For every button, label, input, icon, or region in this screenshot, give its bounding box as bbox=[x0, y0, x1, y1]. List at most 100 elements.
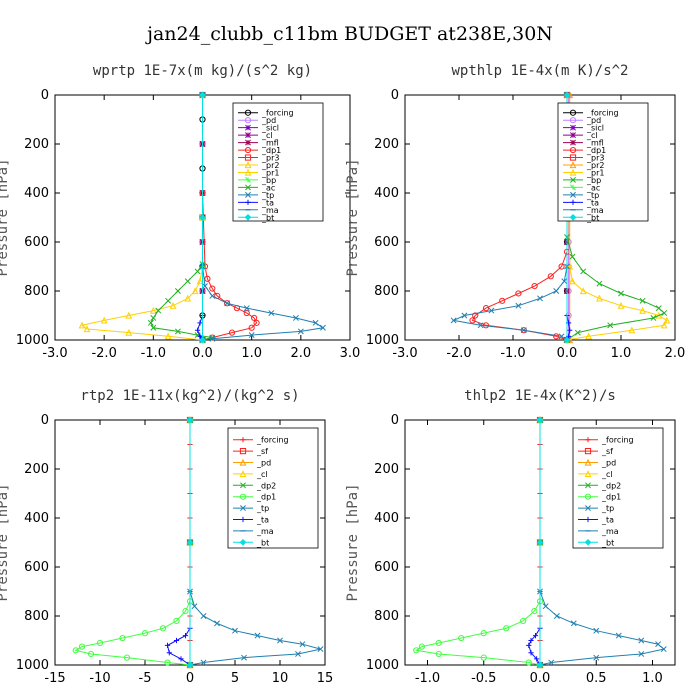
data-point bbox=[191, 287, 199, 295]
chart-panel: rtp2 1E-11x(kg^2)/(kg^2 s) Pressure [hPa]… bbox=[0, 388, 333, 686]
legend: _forcing _sf _pd _cl _dp2 _dp1 _tp _ta _ma _bt bbox=[227, 427, 319, 549]
legend-entry: _ac bbox=[586, 183, 600, 192]
legend-entry: _ta bbox=[601, 516, 614, 525]
legend-entry: _cl bbox=[601, 470, 613, 479]
legend-entry: _bt bbox=[601, 538, 614, 547]
data-point bbox=[164, 332, 172, 340]
data-point bbox=[173, 617, 180, 625]
legend-marker bbox=[584, 448, 592, 455]
legend-marker bbox=[584, 458, 592, 466]
legend-entry: _ma bbox=[586, 206, 604, 215]
data-point bbox=[593, 627, 600, 634]
y-tick-label: 200 bbox=[374, 462, 399, 477]
data-point bbox=[87, 650, 95, 658]
figure-title: jan24_clubb_c11bm BUDGET at238E,30N bbox=[145, 23, 553, 45]
data-point bbox=[536, 416, 544, 424]
x-tick-label: 10 bbox=[272, 671, 289, 686]
x-tick-label: 3.0 bbox=[340, 346, 361, 361]
data-point bbox=[232, 627, 238, 634]
data-point bbox=[186, 416, 194, 424]
legend-entry: _dp1 bbox=[586, 146, 606, 155]
data-point bbox=[169, 301, 177, 309]
series-path bbox=[80, 95, 203, 341]
series-path bbox=[414, 420, 541, 666]
x-tick-label: 0.0 bbox=[192, 346, 213, 361]
legend-entry: _tp bbox=[261, 191, 274, 200]
data-point bbox=[528, 650, 534, 656]
legend-entry: _pr1 bbox=[586, 168, 604, 177]
x-tick-label: 2.0 bbox=[665, 346, 686, 361]
data-point bbox=[435, 650, 442, 658]
legend-entry: _tp bbox=[586, 191, 599, 200]
y-tick-label: 1000 bbox=[16, 658, 49, 673]
legend-entry: _ac bbox=[261, 183, 275, 192]
legend-entry: _bp bbox=[586, 176, 601, 185]
y-tick-label: 400 bbox=[24, 511, 49, 526]
data-point bbox=[655, 305, 662, 312]
data-point bbox=[164, 642, 171, 648]
data-point bbox=[480, 654, 487, 661]
data-point bbox=[660, 646, 667, 653]
x-tick-label: -2.0 bbox=[91, 346, 116, 361]
y-tick-label: 400 bbox=[24, 186, 49, 201]
y-tick-label: 200 bbox=[24, 462, 49, 477]
data-point bbox=[317, 646, 324, 653]
x-tick-label: 0.0 bbox=[530, 671, 551, 686]
legend-entry: _pd bbox=[261, 116, 276, 125]
legend-marker bbox=[245, 132, 251, 139]
data-point bbox=[638, 637, 645, 644]
legend-entry: _bt bbox=[256, 538, 269, 547]
legend-marker bbox=[244, 168, 252, 176]
data-point bbox=[224, 300, 231, 307]
y-axis-label: Pressure [hPa] bbox=[0, 158, 11, 276]
data-point bbox=[585, 332, 593, 340]
data-point bbox=[537, 295, 543, 302]
data-point bbox=[567, 327, 573, 333]
data-point bbox=[461, 312, 468, 319]
legend: _forcing_pd_sicl_cl_mfl_dp1_pr3_pr2_pr1_… bbox=[557, 102, 649, 222]
y-tick-label: 800 bbox=[24, 609, 49, 624]
legend-marker bbox=[240, 505, 246, 512]
panels: wprtp 1E-7x(m kg)/(s^2 kg) Pressure [hPa]… bbox=[0, 63, 685, 686]
data-point bbox=[241, 654, 247, 661]
data-point bbox=[202, 283, 208, 290]
data-point bbox=[243, 305, 250, 312]
data-point bbox=[248, 324, 255, 331]
data-point bbox=[159, 625, 167, 632]
legend-entry: _ta bbox=[256, 516, 269, 525]
legend-entry: _tp bbox=[601, 504, 614, 513]
data-point bbox=[561, 278, 568, 285]
data-point bbox=[531, 283, 538, 290]
data-point bbox=[182, 608, 189, 615]
legend-entry: _sicl bbox=[586, 124, 604, 133]
legend-entry: _sf bbox=[601, 447, 613, 456]
data-point bbox=[214, 620, 220, 627]
x-tick-label: -3.0 bbox=[392, 346, 417, 361]
legend-entry: _cl bbox=[261, 131, 273, 140]
series-path bbox=[166, 420, 191, 666]
data-point bbox=[165, 297, 172, 304]
data-point bbox=[639, 306, 647, 314]
data-point bbox=[228, 329, 236, 336]
data-point bbox=[472, 312, 479, 319]
legend-marker bbox=[584, 538, 592, 546]
chart-title: rtp2 1E-11x(kg^2)/(kg^2 s) bbox=[80, 388, 299, 404]
x-tick-label: -5 bbox=[139, 671, 152, 686]
y-axis-label: Pressure [hPa] bbox=[345, 483, 361, 601]
legend-entry: _ma bbox=[601, 527, 619, 536]
legend-marker bbox=[244, 109, 252, 116]
legend-marker bbox=[585, 437, 591, 443]
x-tick-label: -15 bbox=[44, 671, 65, 686]
y-axis-label: Pressure [hPa] bbox=[0, 483, 11, 601]
data-point bbox=[150, 314, 157, 321]
data-point bbox=[243, 309, 250, 317]
data-point bbox=[204, 275, 211, 282]
data-point bbox=[553, 613, 560, 619]
chart-panel: wpthlp 1E-4x(m K)/s^2 Pressure [hPa] -3.0 -… bbox=[345, 63, 685, 361]
legend-entry: _pd bbox=[256, 459, 271, 468]
legend-marker bbox=[244, 213, 252, 221]
legend-marker bbox=[570, 139, 576, 146]
data-point bbox=[477, 322, 484, 329]
data-point bbox=[78, 643, 86, 650]
data-point bbox=[579, 287, 587, 295]
